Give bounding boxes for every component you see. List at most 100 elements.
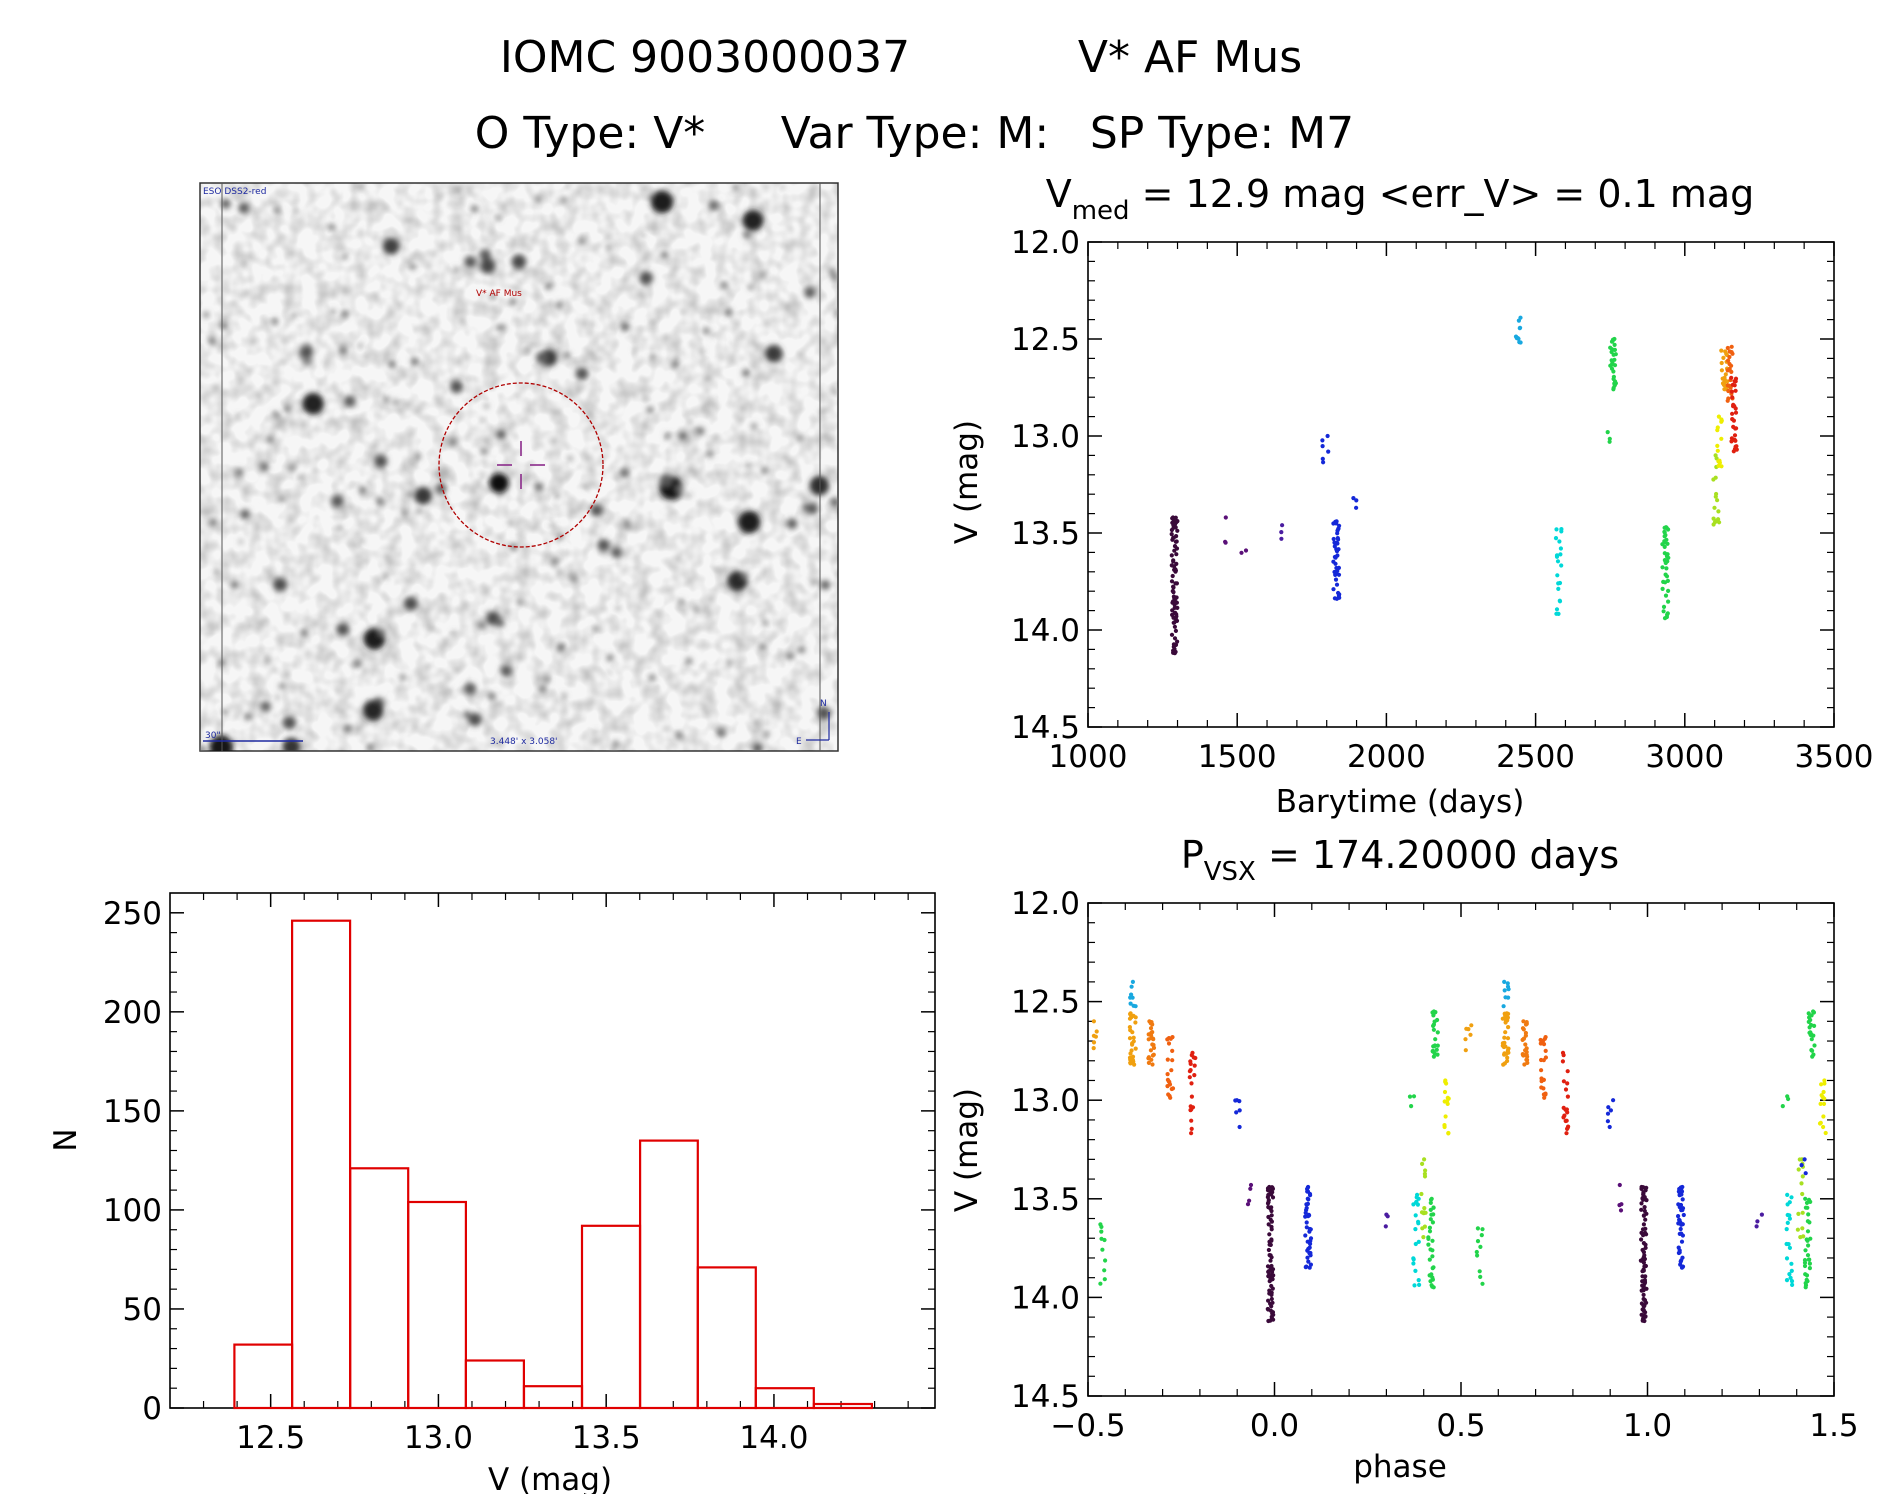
ph-data-point	[1268, 1308, 1273, 1313]
star	[745, 463, 751, 468]
star	[567, 456, 573, 461]
star	[743, 231, 751, 239]
ph-data-point	[1680, 1222, 1685, 1227]
star	[278, 683, 285, 690]
star	[762, 620, 769, 626]
ph-x-tick-label: 0.5	[1436, 1408, 1485, 1444]
lc-data-point	[1334, 540, 1339, 546]
lc-data-point	[1611, 387, 1616, 392]
star	[615, 606, 621, 611]
star	[410, 357, 419, 366]
ph-data-point	[1150, 1062, 1155, 1067]
ph-data-point	[1800, 1191, 1805, 1197]
star	[499, 324, 507, 332]
ph-data-point	[1538, 1041, 1543, 1046]
star	[561, 693, 567, 699]
ph-data-point	[1543, 1055, 1548, 1060]
lc-data-point	[1354, 505, 1359, 510]
ph-data-point	[1640, 1227, 1646, 1232]
lc-data-point	[1175, 528, 1180, 533]
star	[273, 207, 281, 214]
star	[443, 470, 449, 475]
lc-data-point	[1518, 325, 1523, 330]
ph-data-point	[1237, 1124, 1242, 1130]
ph-data-point	[1303, 1233, 1308, 1238]
ph-data-point	[1245, 1202, 1251, 1207]
ph-data-point	[1432, 1010, 1437, 1015]
star	[278, 495, 285, 503]
ph-data-point	[1169, 1086, 1174, 1092]
lc-data-point	[1169, 527, 1174, 533]
ph-data-point	[1304, 1220, 1309, 1225]
star	[639, 271, 653, 285]
ph-y-tick-label: 13.5	[1011, 1182, 1080, 1218]
star	[727, 660, 732, 666]
star	[478, 621, 486, 629]
ph-data-point	[1271, 1273, 1276, 1278]
hist-x-tick-label: 13.0	[404, 1420, 473, 1456]
ph-data-point	[1435, 1017, 1440, 1023]
lc-data-point	[1723, 372, 1728, 377]
histogram-panel: V (mag) N 12.5 13.0 13.5 14.0 0 50 100 150 200 25…	[48, 892, 936, 1498]
star	[611, 546, 623, 559]
ph-data-point	[1411, 1202, 1416, 1207]
ph-data-point	[1248, 1186, 1253, 1191]
ph-data-point	[1643, 1245, 1648, 1250]
ph-data-point	[1608, 1108, 1613, 1113]
ph-data-point	[1809, 1037, 1814, 1042]
hist-plot-frame	[169, 892, 936, 1409]
ph-data-point	[1385, 1214, 1390, 1219]
lc-data-point	[1169, 532, 1174, 537]
ph-data-point	[1503, 1020, 1508, 1025]
lc-data-point	[1716, 414, 1721, 419]
hist-bar	[522, 1385, 584, 1410]
ph-data-point	[1427, 1225, 1432, 1230]
lc-data-point	[1609, 366, 1615, 371]
ph-data-point	[1812, 1043, 1817, 1048]
ph-title: PVSX = 174.20000 days	[1181, 833, 1619, 887]
lc-data-point	[1279, 530, 1284, 535]
ph-data-point	[1797, 1157, 1802, 1162]
ph-data-point	[1800, 1210, 1805, 1215]
object-title-right: V* AF Mus	[1078, 32, 1302, 83]
hist-y-tick-label: 50	[123, 1292, 162, 1328]
ph-data-point	[1795, 1227, 1800, 1232]
star	[266, 435, 274, 443]
ph-data-point	[1237, 1099, 1242, 1104]
lc-data-point	[1719, 419, 1724, 424]
lc-data-point	[1725, 398, 1730, 403]
ph-data-point	[1423, 1168, 1428, 1173]
lc-data-point	[1557, 539, 1562, 544]
star	[366, 743, 374, 751]
lc-data-point	[1279, 536, 1284, 541]
star	[374, 454, 388, 468]
ph-data-point	[1501, 1004, 1506, 1009]
ph-data-point	[1430, 1266, 1435, 1271]
ph-data-point	[1803, 1205, 1808, 1210]
ph-data-point	[1806, 1011, 1811, 1016]
star	[437, 195, 442, 200]
ph-data-point	[1818, 1101, 1823, 1106]
phase-curve-panel: PVSX = 174.20000 days phase V (mag) −0.5…	[949, 833, 1859, 1485]
star	[544, 676, 551, 683]
ph-data-point	[1189, 1118, 1194, 1123]
ph-data-point	[1305, 1196, 1310, 1201]
ph-data-point	[1268, 1242, 1273, 1247]
ph-data-point	[1785, 1192, 1790, 1197]
lc-data-point	[1556, 586, 1561, 592]
star	[403, 596, 418, 611]
ph-data-point	[1565, 1126, 1570, 1131]
lc-data-point	[1516, 318, 1521, 323]
lc-data-point	[1731, 449, 1736, 454]
star	[495, 324, 502, 331]
lc-y-tick-label: 13.0	[1011, 419, 1080, 455]
ph-data-point	[1787, 1216, 1792, 1221]
ph-data-point	[1807, 1025, 1812, 1030]
ph-data-point	[1443, 1114, 1448, 1119]
ph-data-point	[1266, 1298, 1271, 1303]
hist-x-tick-label: 14.0	[739, 1420, 808, 1456]
ph-data-point	[1642, 1208, 1647, 1214]
star	[575, 367, 589, 381]
ph-data-point	[1269, 1277, 1274, 1282]
ph-data-point	[1133, 1015, 1138, 1020]
